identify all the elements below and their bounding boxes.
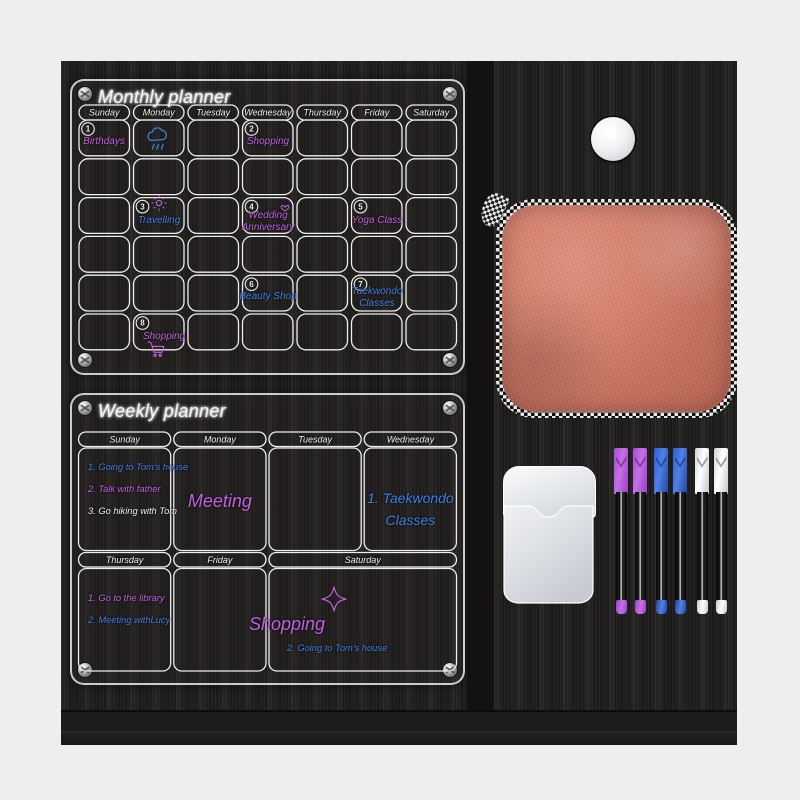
svg-text:Shopping: Shopping	[247, 136, 290, 147]
svg-text:Tuesday: Tuesday	[196, 108, 230, 118]
svg-text:Birthdays: Birthdays	[83, 136, 125, 147]
svg-text:Wedding: Wedding	[248, 210, 288, 221]
svg-text:Monday: Monday	[204, 435, 237, 445]
svg-text:Meeting: Meeting	[188, 491, 252, 511]
svg-text:2. Meeting withLucy: 2. Meeting withLucy	[87, 615, 172, 625]
svg-text:Shopping: Shopping	[249, 614, 325, 634]
svg-text:Classes: Classes	[359, 298, 395, 309]
svg-text:Yoga Class: Yoga Class	[352, 215, 403, 226]
svg-text:Wednesday: Wednesday	[244, 108, 292, 118]
svg-text:Thursday: Thursday	[303, 108, 341, 118]
svg-text:2: 2	[249, 125, 254, 134]
svg-text:3: 3	[140, 202, 145, 211]
svg-text:8: 8	[140, 319, 145, 328]
svg-text:Friday: Friday	[364, 108, 390, 118]
svg-text:Sunday: Sunday	[109, 435, 140, 445]
svg-text:Shopping: Shopping	[143, 331, 186, 342]
svg-text:Classes: Classes	[386, 512, 436, 528]
svg-text:1: 1	[86, 125, 91, 134]
svg-text:Thursday: Thursday	[106, 555, 144, 565]
svg-text:Travelling: Travelling	[138, 215, 181, 226]
svg-text:Wednesday: Wednesday	[387, 435, 435, 445]
svg-text:Tuesday: Tuesday	[298, 435, 332, 445]
svg-text:Friday: Friday	[207, 555, 233, 565]
svg-text:1. Taekwondo: 1. Taekwondo	[367, 490, 454, 506]
svg-text:Saturday: Saturday	[345, 555, 382, 565]
svg-text:Beauty Shop: Beauty Shop	[239, 291, 297, 302]
svg-text:Sunday: Sunday	[89, 108, 120, 118]
svg-text:2. Going to Tom's house: 2. Going to Tom's house	[286, 643, 387, 653]
svg-text:Taekwondo: Taekwondo	[352, 286, 403, 297]
svg-text:1. Going to Tom's house: 1. Going to Tom's house	[88, 462, 188, 472]
svg-text:6: 6	[249, 280, 254, 289]
svg-text:Monday: Monday	[143, 108, 176, 118]
svg-text:Anniversary: Anniversary	[241, 222, 296, 233]
svg-text:5: 5	[358, 202, 363, 211]
svg-text:2. Talk with father: 2. Talk with father	[87, 484, 161, 494]
svg-text:3. Go hiking with Tom: 3. Go hiking with Tom	[88, 506, 177, 516]
svg-text:1. Go to the library: 1. Go to the library	[88, 593, 166, 603]
svg-text:Saturday: Saturday	[413, 108, 450, 118]
